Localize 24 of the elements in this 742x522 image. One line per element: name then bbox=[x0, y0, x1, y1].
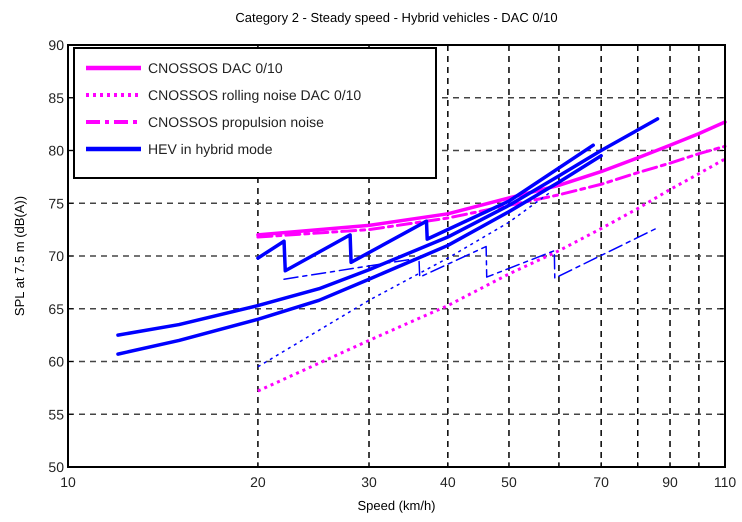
x-tick-label: 50 bbox=[501, 474, 517, 490]
x-tick-label: 110 bbox=[714, 474, 736, 490]
x-tick-label: 70 bbox=[593, 474, 610, 490]
y-tick-label: 60 bbox=[48, 354, 64, 370]
x-tick-label: 30 bbox=[361, 474, 378, 490]
x-tick-label: 40 bbox=[440, 474, 456, 490]
y-tick-label: 70 bbox=[48, 248, 64, 264]
y-tick-label: 55 bbox=[48, 406, 64, 422]
legend-label: CNOSSOS DAC 0/10 bbox=[148, 60, 283, 76]
legend-label: CNOSSOS propulsion noise bbox=[148, 114, 324, 130]
y-tick-label: 50 bbox=[48, 459, 64, 475]
y-tick-label: 85 bbox=[48, 90, 64, 106]
legend-label: HEV in hybrid mode bbox=[148, 141, 273, 157]
x-axis-title: Speed (km/h) bbox=[357, 498, 436, 513]
x-tick-label: 90 bbox=[662, 474, 678, 490]
y-tick-label: 80 bbox=[48, 142, 64, 158]
y-tick-label: 65 bbox=[48, 300, 64, 317]
x-tick-label: 20 bbox=[250, 474, 266, 490]
x-tick-label: 10 bbox=[60, 474, 76, 490]
chart-title: Category 2 - Steady speed - Hybrid vehicles - DAC 0/10 bbox=[235, 10, 558, 25]
legend-label: CNOSSOS rolling noise DAC 0/10 bbox=[148, 87, 362, 103]
y-tick-label: 75 bbox=[48, 195, 64, 212]
y-axis-title: SPL at 7.5 m (dB(A)) bbox=[12, 196, 27, 316]
y-tick-label: 90 bbox=[48, 37, 64, 53]
